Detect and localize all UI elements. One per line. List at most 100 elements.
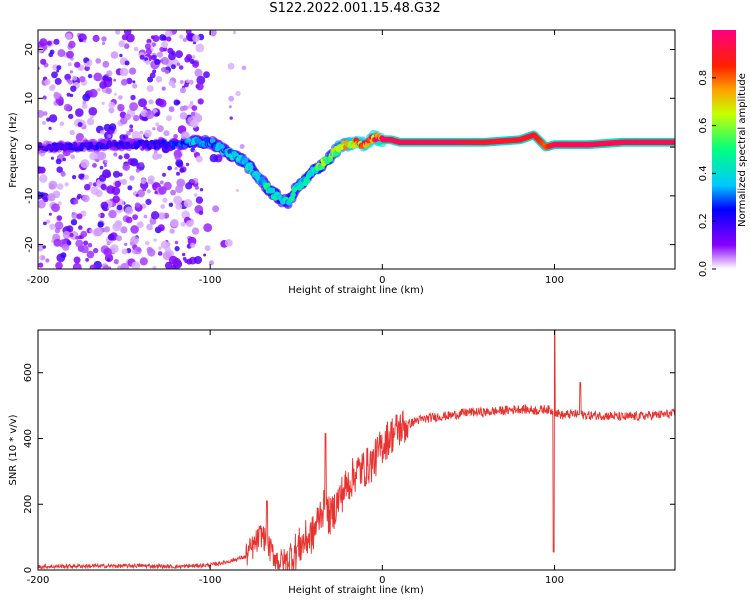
noise-blob [139,257,148,266]
noise-blob [117,104,125,112]
noise-blob [114,180,122,188]
noise-blob [131,261,141,269]
noise-blob [139,162,145,167]
noise-blob [178,65,184,70]
noise-blob [106,241,111,246]
noise-blob [125,33,135,43]
noise-blob [185,79,190,84]
noise-blob [155,112,160,117]
noise-blob [228,95,235,102]
noise-blob [111,186,121,196]
noise-blob [186,258,193,265]
noise-blob [129,67,137,75]
noise-blob [95,189,103,198]
noise-blob [113,259,119,265]
noise-blob [108,123,117,131]
noise-blob [66,225,74,233]
noise-blob [195,43,205,53]
x-tick-label: -200 [27,275,50,286]
noise-blob [123,43,130,49]
spectrogram-y-ticks: -20 -10 0 10 20 [24,43,675,253]
noise-blob [119,53,123,58]
y-tick-label: 20 [24,43,35,56]
noise-blob [144,129,152,138]
noise-blob [162,46,168,52]
noise-blob [191,55,196,59]
noise-blob [107,134,112,139]
noise-blob [241,65,247,71]
noise-blob [99,130,105,135]
noise-blob [38,167,44,173]
noise-blob [124,60,130,66]
noise-blob [49,49,55,55]
noise-blob [112,170,121,178]
noise-blob [78,225,83,230]
noise-blob [129,124,134,129]
noise-blob [152,152,160,160]
noise-blob [118,172,123,177]
noise-blob [139,54,145,60]
spectrogram-x-ticks: -200 -100 0 100 [27,30,564,286]
noise-blob [194,185,199,190]
noise-blob [129,128,134,133]
noise-blob [64,73,72,81]
noise-blob [113,78,117,82]
noise-blob [174,166,178,171]
noise-blob [195,155,203,163]
noise-blob [55,158,62,165]
noise-blob [42,95,47,100]
noise-blob [139,130,144,135]
noise-blob [107,233,115,241]
noise-blob [175,159,184,167]
noise-blob [68,113,74,120]
noise-blob [173,99,180,106]
noise-blob [182,252,186,257]
ridge-cell [671,139,675,145]
x-tick-label: -100 [199,275,222,286]
colorbar-label: Normalized spectral amplitude [737,73,748,227]
noise-blob [112,222,121,232]
noise-blob [40,58,47,65]
noise-blob [182,37,188,42]
noise-blob [50,84,56,90]
ridge-cell [203,136,210,143]
noise-blob [152,69,157,74]
y-tick-label: 0 [24,144,35,150]
ridge-cell [73,142,78,147]
noise-blob [101,101,105,105]
snr-y-ticks: 0 200 400 600 [23,363,675,573]
noise-blob [158,246,162,250]
noise-blob [154,190,158,195]
noise-blob [85,258,89,262]
noise-blob [51,203,60,213]
noise-blob [138,98,147,108]
noise-blob [158,99,167,108]
noise-blob [82,194,90,203]
noise-blob [150,211,160,220]
noise-blob [108,107,115,114]
noise-blob [60,171,66,177]
noise-blob [80,230,88,238]
noise-blob [229,116,233,120]
noise-blob [89,229,93,233]
noise-blob [209,30,217,37]
noise-blob [148,99,154,105]
noise-blob [185,30,192,35]
snr-x-ticks: -200 -100 0 100 [27,330,564,586]
noise-blob [97,151,107,161]
noise-blob [151,54,157,61]
noise-blob [69,70,73,74]
y-tick-label: 10 [24,92,35,105]
noise-blob [72,175,77,180]
y-tick-label: 400 [23,429,34,448]
noise-blob [173,195,183,205]
noise-blob [185,162,190,167]
noise-blob [126,130,131,136]
noise-blob [188,79,194,85]
colorbar-tick-label: 0.4 [698,165,709,181]
noise-blob [133,46,139,52]
noise-blob [112,195,120,203]
noise-blob [69,129,75,136]
noise-blob [203,253,207,257]
noise-blob [92,182,98,187]
